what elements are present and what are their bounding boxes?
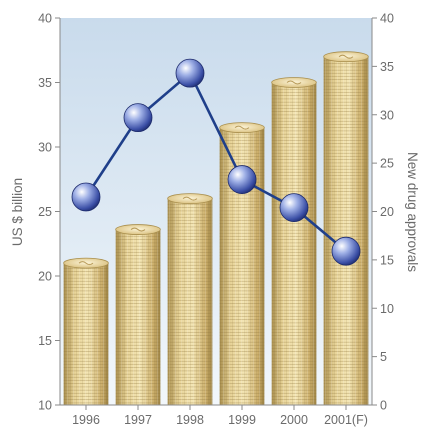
y2-tick-label: 0 xyxy=(380,399,387,413)
y2-tick-label: 15 xyxy=(380,253,394,267)
plot-background xyxy=(60,18,372,405)
x-tick-label: 2001(F) xyxy=(324,413,368,427)
y2-tick-label: 5 xyxy=(380,350,387,364)
y-tick-label: 10 xyxy=(38,399,52,413)
y2-tick-label: 20 xyxy=(380,205,394,219)
bar-2001(F) xyxy=(323,51,369,405)
x-tick-label: 1998 xyxy=(176,413,204,427)
y2-tick-label: 25 xyxy=(380,157,394,171)
x-tick-label: 1999 xyxy=(228,413,256,427)
y-tick-label: 15 xyxy=(38,334,52,348)
approvals-point-2001(F) xyxy=(331,236,361,266)
bar-2000 xyxy=(271,77,317,405)
y-tick-label: 25 xyxy=(38,205,52,219)
approvals-point-2000 xyxy=(279,193,309,223)
y-tick-label: 35 xyxy=(38,76,52,90)
approvals-point-1997 xyxy=(123,103,153,133)
y2-axis-title: New drug approvals xyxy=(405,152,420,272)
x-tick-label: 1997 xyxy=(124,413,152,427)
approvals-point-1999 xyxy=(227,165,257,194)
bars xyxy=(63,51,369,406)
y-tick-label: 40 xyxy=(38,12,52,26)
y-tick-label: 30 xyxy=(38,141,52,155)
bar-1998 xyxy=(167,193,213,405)
approvals-point-1998 xyxy=(175,58,205,88)
x-tick-label: 1996 xyxy=(72,413,100,427)
x-ticks: 1996 1997 1998 1999 2000 2001(F) xyxy=(72,405,368,427)
y-tick-label: 20 xyxy=(38,270,52,284)
x-tick-label: 2000 xyxy=(280,413,308,427)
approvals-line xyxy=(71,58,361,266)
left-ticks: 10 15 20 25 30 35 40 xyxy=(38,12,60,413)
bar-1996 xyxy=(63,257,109,405)
y-axis-title: US $ billion xyxy=(10,178,25,246)
y2-tick-label: 40 xyxy=(380,12,394,26)
approvals-point-1996 xyxy=(71,182,101,212)
y2-tick-label: 30 xyxy=(380,108,394,122)
right-ticks: 0 5 10 15 20 25 30 35 40 xyxy=(372,12,394,413)
bar-1999 xyxy=(219,122,265,406)
y2-tick-label: 35 xyxy=(380,60,394,74)
bar-1997 xyxy=(115,224,161,405)
y2-tick-label: 10 xyxy=(380,302,394,316)
